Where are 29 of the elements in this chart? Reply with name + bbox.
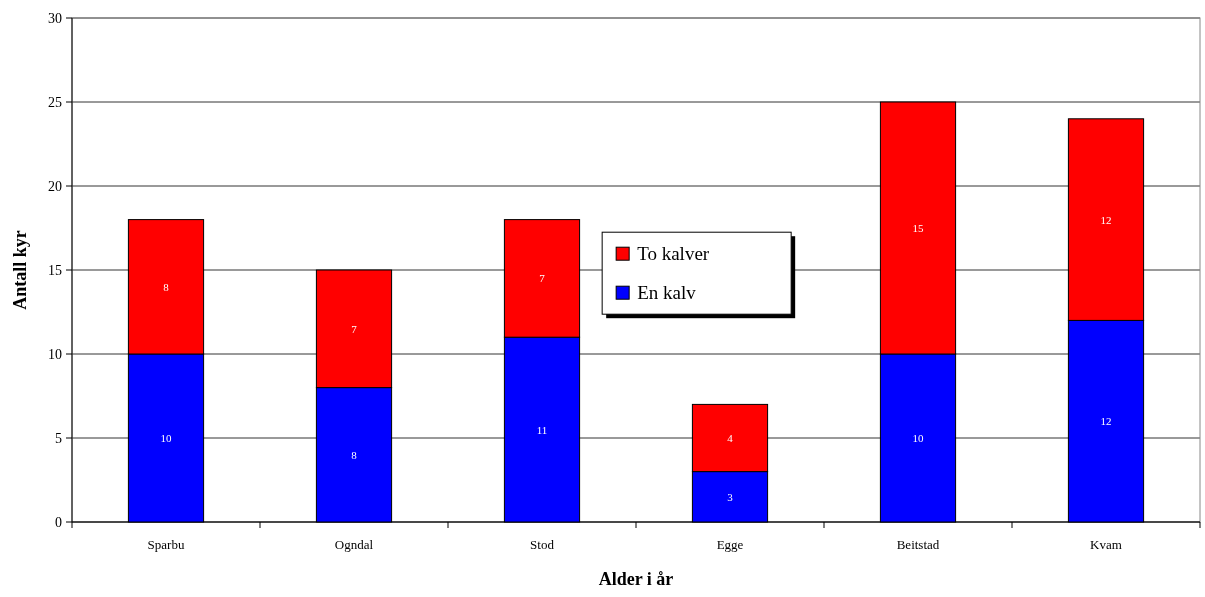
data-label: 7 <box>351 322 358 335</box>
y-tick-label: 0 <box>55 515 62 530</box>
y-tick-label: 10 <box>48 347 62 362</box>
data-label: 10 <box>160 432 172 444</box>
data-label: 8 <box>351 448 358 461</box>
data-label: 10 <box>912 432 924 444</box>
data-label: 7 <box>539 272 546 285</box>
x-axis-title: Alder i år <box>598 569 674 589</box>
y-axis-title: Antall kyr <box>10 230 30 310</box>
legend-label: To kalver <box>637 243 710 265</box>
data-label: 11 <box>536 423 548 436</box>
data-label: 12 <box>1100 213 1112 226</box>
data-label: 4 <box>727 432 734 444</box>
y-tick-label: 30 <box>48 11 62 26</box>
legend-label: En kalv <box>637 282 697 304</box>
data-label: 8 <box>163 280 170 293</box>
data-label: 15 <box>912 222 924 234</box>
x-tick-label: Ogndal <box>334 537 374 552</box>
x-tick-label: Egge <box>716 537 744 552</box>
x-tick-label: Sparbu <box>147 537 185 552</box>
x-tick-label: Beitstad <box>896 537 940 552</box>
x-tick-label: Stod <box>530 537 555 552</box>
y-tick-label: 5 <box>55 431 62 446</box>
x-tick-label: Kvam <box>1090 537 1122 552</box>
y-tick-label: 20 <box>48 179 62 194</box>
data-label: 3 <box>727 490 734 503</box>
y-tick-label: 15 <box>48 263 62 278</box>
data-label: 12 <box>1100 415 1112 428</box>
y-tick-label: 25 <box>48 95 62 110</box>
